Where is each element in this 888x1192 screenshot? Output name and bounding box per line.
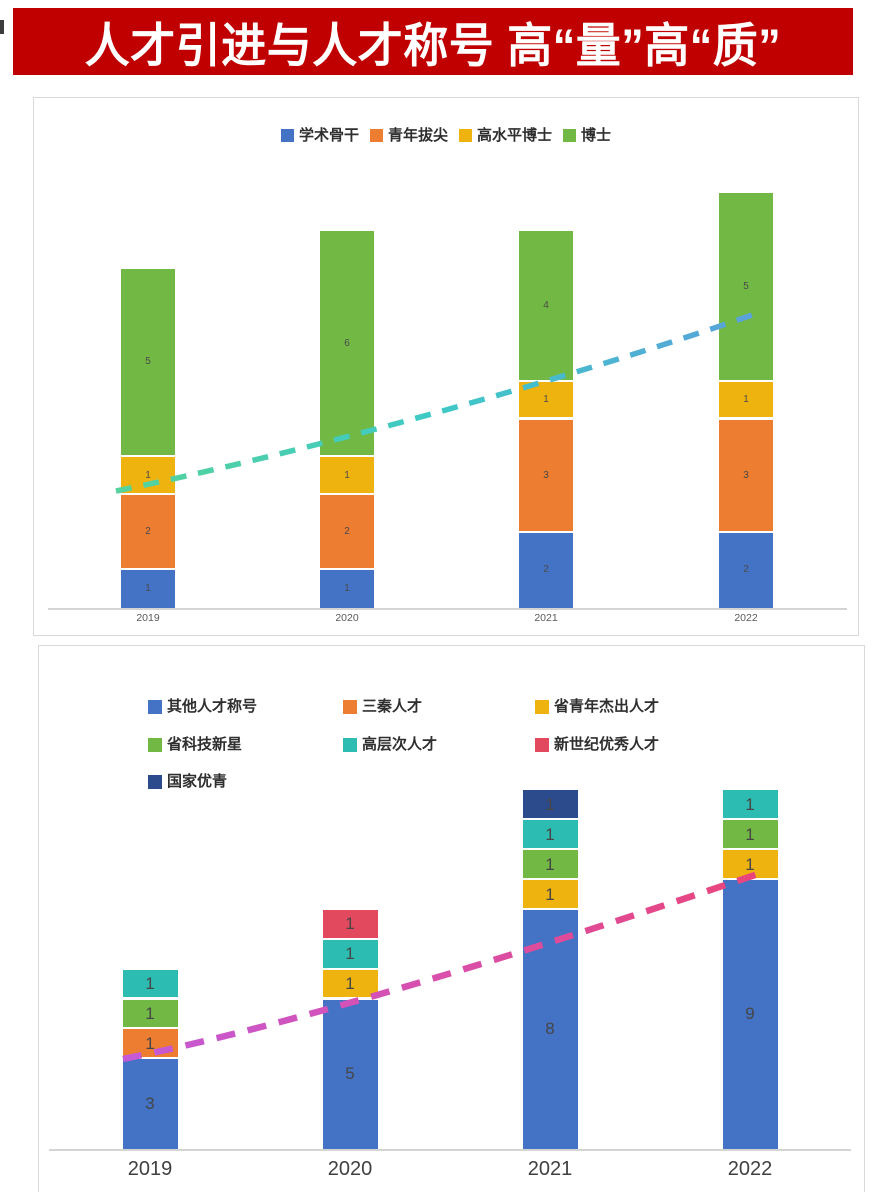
- bar-value-label: 1: [545, 884, 555, 904]
- x-axis-label: 2020: [335, 612, 359, 624]
- bar-value-label: 1: [344, 582, 350, 594]
- talent-titles-chart: 其他人才称号 三秦人才 省青年杰出人才省科技新星 高层次人才 新世纪优秀人才国家优青 3 1…: [38, 645, 865, 1192]
- page-title: 人才引进与人才称号 高“量”高“质”: [84, 18, 782, 73]
- talent-intake-chart: 学术骨干 青年拔尖 高水平博士 博士 1 2 1 5 2019 1 2 1 6 2020 2 3 1 4 2021 2…: [33, 97, 859, 636]
- bar-value-label: 1: [543, 394, 549, 406]
- legend-item: 省青年杰出人才: [535, 699, 659, 714]
- bar-segment: [522, 790, 578, 821]
- legend-item: 高层次人才: [343, 737, 437, 752]
- legend-item: 博士: [563, 128, 611, 143]
- bar-value-label: 1: [545, 854, 555, 874]
- legend-label: 国家优青: [167, 773, 228, 790]
- legend-swatch-icon: [148, 737, 162, 752]
- bar-value-label: 1: [145, 582, 151, 594]
- bar-value-label: 5: [743, 281, 749, 293]
- legend-swatch-icon: [535, 699, 549, 714]
- legend-item: 高水平博士: [459, 128, 552, 143]
- x-axis-label: 2022: [734, 612, 758, 624]
- legend-item: 国家优青: [148, 774, 227, 789]
- bar-segment: [522, 820, 578, 850]
- legend-item: 省科技新星: [148, 737, 242, 752]
- legend-swatch-icon: [459, 129, 472, 142]
- legend-item: 其他人才称号: [148, 699, 257, 714]
- bar-value-label: 1: [345, 974, 355, 994]
- legend-swatch-icon: [343, 699, 357, 714]
- legend-label: 三秦人才: [362, 698, 423, 715]
- x-axis-line: [49, 1149, 851, 1151]
- bar-value-label: 6: [344, 337, 350, 349]
- bar-value-label: 3: [145, 1093, 155, 1113]
- legend-label: 省青年杰出人才: [554, 698, 660, 715]
- bar-value-label: 1: [743, 394, 749, 406]
- legend-swatch-icon: [369, 129, 383, 142]
- legend-swatch-icon: [343, 737, 357, 752]
- legend-label: 新世纪优秀人才: [554, 736, 660, 753]
- legend-label: 博士: [581, 127, 612, 144]
- bar-value-label: 2: [743, 563, 749, 575]
- bar-value-label: 1: [745, 824, 755, 844]
- legend-label: 省科技新星: [167, 736, 243, 753]
- bar-segment: [722, 820, 778, 850]
- legend-swatch-icon: [563, 129, 577, 142]
- bar-segment: [722, 790, 778, 821]
- x-axis-label: 2021: [534, 612, 558, 624]
- bar-value-label: 1: [345, 914, 355, 934]
- bar-value-label: 1: [145, 1034, 155, 1053]
- bar-value-label: 1: [145, 974, 155, 994]
- legend-label: 学术骨干: [298, 127, 359, 144]
- bar-segment: [320, 494, 374, 571]
- bar-value-label: 2: [344, 526, 350, 538]
- legend-swatch-icon: [280, 129, 294, 142]
- bar-value-label: 3: [743, 469, 749, 481]
- bar-value-label: 1: [545, 824, 555, 844]
- bar-value-label: 1: [145, 469, 151, 481]
- legend-label: 高水平博士: [477, 127, 553, 144]
- legend-item: 学术骨干: [280, 127, 359, 144]
- legend: 学术骨干 青年拔尖 高水平博士 博士: [34, 128, 858, 143]
- title-banner: 人才引进与人才称号 高“量”高“质”: [13, 8, 853, 75]
- bar-value-label: 5: [145, 356, 151, 368]
- bar-value-label: 1: [145, 1004, 155, 1024]
- bar-segment: [121, 494, 175, 571]
- x-axis-line: [48, 608, 847, 610]
- legend-item: 新世纪优秀人才: [535, 737, 659, 752]
- bar-value-label: 1: [345, 944, 355, 964]
- legend-item: 青年拔尖: [369, 127, 448, 144]
- x-axis-label: 2022: [727, 1158, 773, 1180]
- legend-label: 其他人才称号: [167, 698, 258, 715]
- bar-segment: [122, 1059, 178, 1149]
- x-axis-label: 2020: [327, 1158, 373, 1180]
- legend-swatch-icon: [148, 774, 162, 789]
- bar-value-label: 1: [745, 854, 755, 874]
- bar-value-label: 2: [543, 563, 549, 575]
- bar-segment: [719, 532, 773, 608]
- x-axis-label: 2021: [527, 1158, 573, 1180]
- bar-segment: [121, 570, 175, 608]
- bar-value-label: 2: [145, 526, 151, 538]
- bar-segment: [320, 570, 374, 608]
- left-edge-mark: [0, 20, 4, 34]
- x-axis-label: 2019: [127, 1158, 173, 1180]
- legend-label: 高层次人才: [362, 736, 438, 753]
- bar-value-label: 4: [543, 299, 549, 311]
- bar-value-label: 5: [345, 1063, 355, 1083]
- bar-value-label: 3: [543, 469, 549, 481]
- legend-item: 三秦人才: [343, 699, 422, 714]
- bar-value-label: 8: [545, 1019, 555, 1039]
- legend-swatch-icon: [535, 737, 549, 752]
- bar-value-label: 1: [344, 469, 350, 481]
- x-axis-label: 2019: [136, 612, 160, 624]
- bar-segment: [519, 532, 573, 608]
- bar-value-label: 9: [745, 1004, 755, 1024]
- bar-value-label: 1: [545, 794, 555, 814]
- legend-swatch-icon: [148, 699, 162, 714]
- legend-label: 青年拔尖: [387, 127, 448, 144]
- bar-value-label: 1: [745, 794, 755, 814]
